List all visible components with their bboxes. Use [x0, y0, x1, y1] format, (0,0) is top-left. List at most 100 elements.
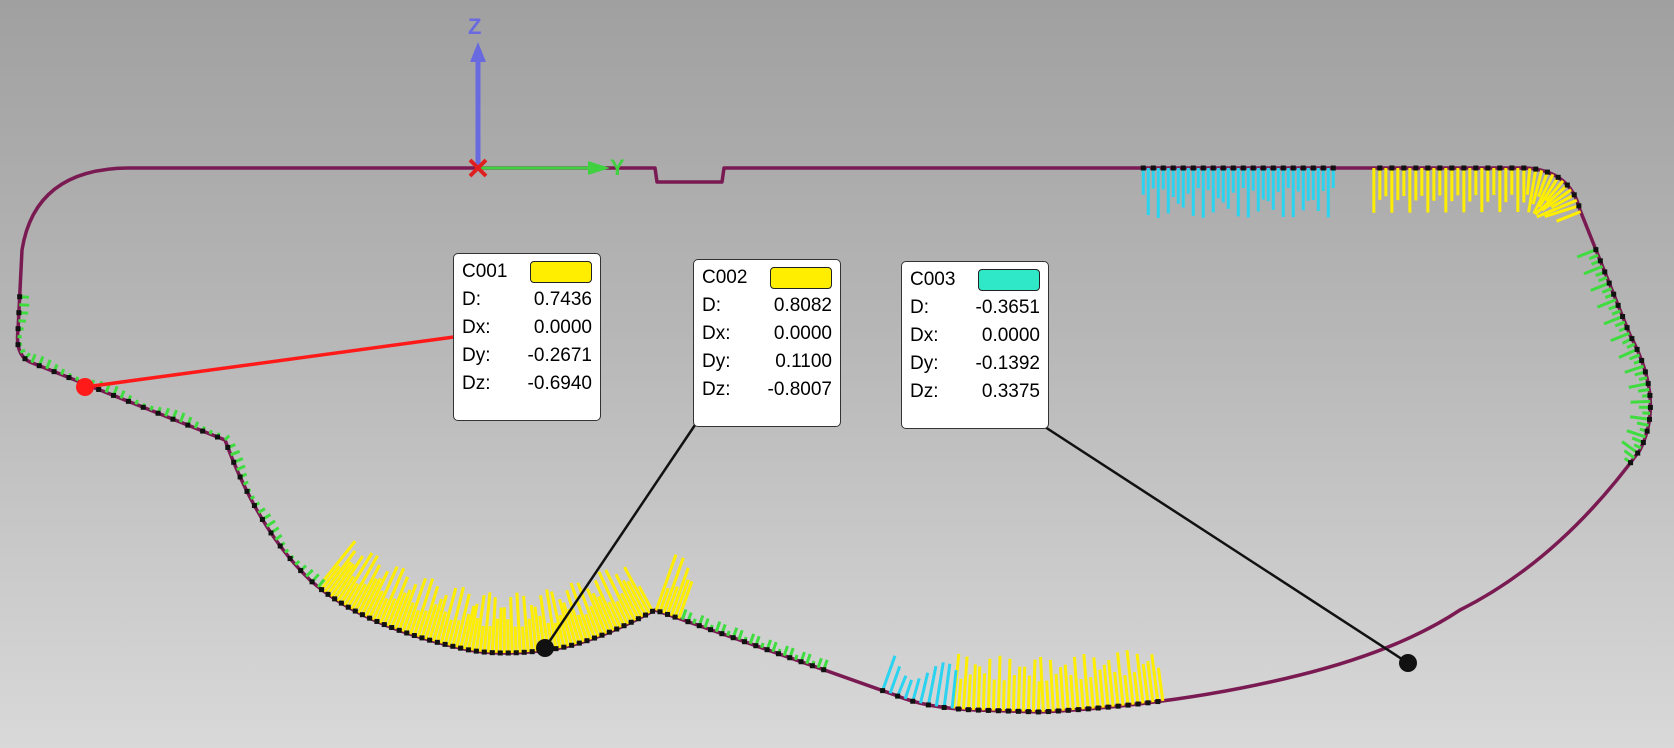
deviation-whisker: [591, 592, 611, 633]
measured-point: [1150, 165, 1156, 171]
measured-point: [1180, 165, 1186, 171]
deviation-whisker: [428, 598, 443, 641]
deviation-whisker: [1063, 664, 1070, 711]
measured-point: [521, 649, 527, 655]
deviation-whisker: [1069, 674, 1075, 711]
deviation-whisker: [1630, 399, 1651, 404]
measured-point: [1055, 708, 1061, 714]
point-marker-c003[interactable]: [1399, 654, 1417, 672]
measured-point: [1260, 165, 1266, 171]
measured-point: [1576, 203, 1582, 209]
row-value: 0.0000: [773, 323, 832, 344]
measured-point: [775, 651, 781, 657]
measured-point: [450, 643, 456, 649]
deviation-whisker: [888, 665, 902, 694]
measured-point: [1230, 165, 1236, 171]
deviation-whisker: [637, 585, 654, 613]
deviation-whisker: [284, 548, 290, 554]
deviation-whisker: [45, 359, 52, 370]
deviation-whisker: [379, 567, 406, 624]
deviation-whisker: [1618, 348, 1638, 359]
measured-point: [404, 630, 410, 636]
deviation-whisker: [1082, 654, 1090, 709]
deviation-whisker: [1079, 678, 1085, 710]
measured-point: [1606, 280, 1612, 286]
measured-point: [941, 704, 947, 710]
deviation-whisker: [1544, 179, 1565, 202]
deviation-whisker: [607, 601, 622, 629]
measured-point: [955, 706, 961, 712]
deviation-whisker: [274, 533, 283, 541]
deviation-whisker: [340, 552, 374, 604]
callout-c001[interactable]: C001 D: 0.7436 Dx: 0.0000 Dy: -0.2671 Dz: -0…: [453, 253, 601, 421]
measured-point: [231, 459, 237, 465]
measured-point: [672, 614, 678, 620]
deviation-whisker: [1596, 298, 1617, 309]
row-label: Dz:: [702, 379, 731, 400]
row-value: -0.6940: [527, 373, 592, 394]
deviation-whisker: [615, 600, 629, 625]
measured-point: [1170, 165, 1176, 171]
deviation-whisker: [343, 582, 359, 606]
section-profile-curve[interactable]: [15, 166, 1653, 714]
deviation-whisker: [1113, 671, 1120, 707]
deviation-whisker: [509, 597, 514, 653]
callout-leader-c002: [543, 424, 697, 649]
callout-row-dx: Dx: 0.0000: [702, 320, 832, 348]
row-value: -0.3651: [975, 297, 1040, 318]
measured-point: [1533, 166, 1539, 172]
deviation-whisker: [1072, 656, 1080, 710]
deviation-whisker: [513, 626, 518, 653]
callout-c002[interactable]: C002 D: 0.8082 Dx: 0.0000 Dy: 0.1100 Dz: -0.…: [693, 259, 841, 427]
deviation-whisker: [1614, 320, 1626, 328]
measured-point: [1639, 358, 1645, 364]
row-value: 0.0000: [981, 325, 1040, 346]
measured-point: [389, 625, 395, 631]
measured-point: [1602, 269, 1608, 275]
measured-point: [1290, 165, 1296, 171]
callout-c003[interactable]: C003 D: -0.3651 Dx: 0.0000 Dy: -0.1392 Dz: 0…: [901, 261, 1049, 429]
deviation-whisker: [478, 625, 485, 652]
callout-id: C002: [702, 267, 748, 288]
deviation-whisker: [1021, 666, 1027, 712]
deviation-whisker: [357, 578, 378, 614]
point-marker-c002[interactable]: [536, 639, 554, 657]
deviation-whisker: [527, 618, 534, 652]
deviation-whisker: [323, 550, 357, 593]
deviation-whisker: [976, 666, 982, 711]
deviation-whisker: [597, 571, 626, 627]
measured-point: [287, 556, 293, 562]
measured-point: [1634, 346, 1640, 352]
measured-point: [1045, 709, 1051, 715]
measured-point: [298, 568, 304, 574]
deviation-whisker: [482, 592, 492, 653]
measured-point: [1555, 174, 1561, 180]
measured-point: [481, 649, 487, 655]
deviation-whisker: [1039, 656, 1045, 712]
deviation-whisker: [242, 480, 249, 486]
measured-point: [411, 633, 417, 639]
measured-point: [1425, 165, 1431, 171]
measured-point: [51, 369, 57, 375]
deviation-whisker: [30, 353, 37, 364]
measured-point: [685, 619, 691, 625]
measured-point: [1025, 709, 1031, 715]
deviation-whisker: [333, 555, 364, 600]
deviation-whisker: [926, 665, 938, 706]
deviation-whisker: [1016, 666, 1022, 712]
deviation-whisker: [1125, 650, 1135, 705]
measured-point: [1615, 302, 1621, 308]
deviation-whisker: [1092, 657, 1100, 709]
deviation-whisker: [961, 656, 969, 710]
measured-point: [513, 650, 519, 656]
deviation-whisker: [1550, 193, 1575, 209]
deviation-whisker: [726, 630, 731, 637]
selected-point-marker[interactable]: [76, 378, 94, 396]
deviation-whisker: [317, 578, 326, 588]
deviation-whisker: [119, 390, 126, 399]
measured-point: [345, 604, 351, 610]
deviation-whisker: [1089, 676, 1095, 709]
row-label: D:: [462, 289, 481, 310]
measured-point: [1105, 704, 1111, 710]
